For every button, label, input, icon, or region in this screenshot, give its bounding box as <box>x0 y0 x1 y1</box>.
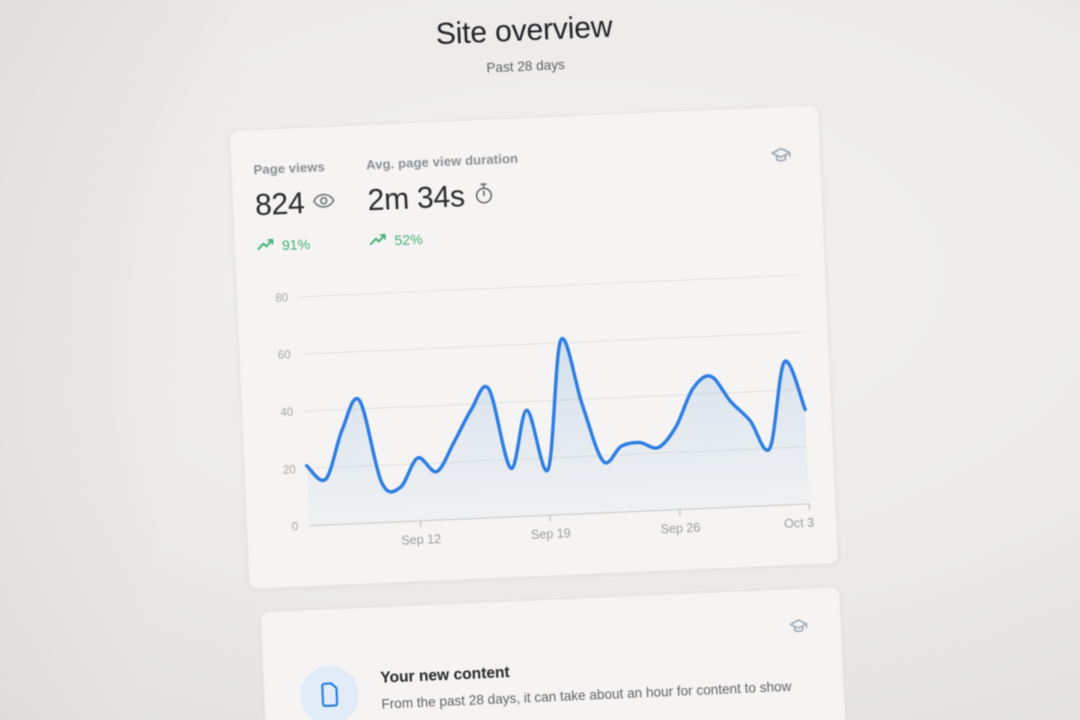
avg-duration-value: 2m 34s <box>366 180 466 218</box>
new-content-list-item[interactable]: Your new content From the past 28 days, … <box>299 646 792 720</box>
trend-value: 52% <box>394 230 424 248</box>
y-axis-label: 80 <box>275 292 288 305</box>
graduation-cap-icon[interactable] <box>767 142 794 169</box>
chart-area-fill <box>306 338 810 526</box>
chart-gridline <box>299 274 800 298</box>
x-axis-label: Sep 12 <box>401 532 441 548</box>
chart-gridline <box>301 331 802 355</box>
metric-label: Avg. page view duration <box>365 150 519 173</box>
y-axis-label: 20 <box>283 464 296 477</box>
y-axis-label: 60 <box>278 350 291 363</box>
stopwatch-icon <box>472 182 495 211</box>
document-icon <box>299 664 361 720</box>
chart-line <box>304 336 807 494</box>
x-axis-label: Oct 3 <box>784 516 815 531</box>
trend-up-icon <box>256 236 275 256</box>
page-header: Site overview Past 28 days <box>0 0 1068 97</box>
graduation-cap-icon[interactable] <box>786 614 813 641</box>
trend-value: 91% <box>281 235 311 253</box>
avg-duration-trend: 52% <box>369 225 522 251</box>
metrics-row: Page views 824 <box>253 151 522 256</box>
metric-avg-duration[interactable]: Avg. page view duration 2m 34s <box>366 151 522 251</box>
eye-icon <box>312 189 336 218</box>
y-axis-label: 0 <box>292 521 299 533</box>
page-views-chart[interactable]: 0 20 40 60 80 Sep 12 Sep 19 Sep 26 Oct 3 <box>257 265 819 562</box>
metric-page-views[interactable]: Page views 824 <box>253 159 338 256</box>
y-axis-label: 40 <box>280 407 293 420</box>
x-axis-label: Sep 26 <box>660 521 700 537</box>
x-axis-label: Sep 19 <box>531 527 571 543</box>
page-views-trend: 91% <box>256 233 337 256</box>
page-views-value: 824 <box>254 187 306 223</box>
site-overview-card: Page views 824 <box>228 104 840 590</box>
metric-label: Page views <box>253 158 326 178</box>
trend-up-icon <box>369 231 388 251</box>
new-content-card: Your new content From the past 28 days, … <box>259 586 848 720</box>
